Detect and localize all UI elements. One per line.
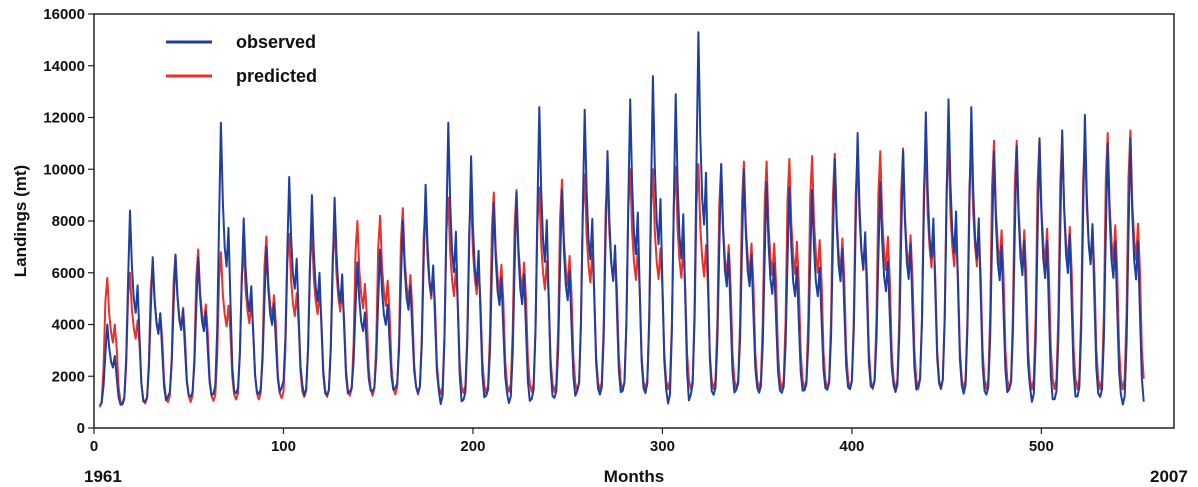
y-axis-title: Landings (mt)	[11, 165, 30, 277]
y-tick-label: 12000	[43, 110, 85, 127]
y-tick-label: 4000	[52, 317, 85, 334]
end-year-label: 2007	[1150, 467, 1188, 486]
y-tick-label: 10000	[43, 161, 85, 178]
x-tick-label: 300	[650, 438, 675, 455]
x-tick-label: 200	[460, 438, 485, 455]
y-tick-label: 14000	[43, 58, 85, 75]
x-axis-title: Months	[604, 467, 664, 486]
legend-label-observed: observed	[236, 32, 316, 52]
x-tick-label: 500	[1029, 438, 1054, 455]
x-tick-label: 0	[90, 438, 98, 455]
axes-layer: 0 2000 4000 6000 8000 10000 12000 14000 16000 0 10…	[43, 6, 1054, 455]
y-tick-label: 2000	[52, 368, 85, 385]
series-line-observed	[98, 31, 1145, 407]
series-layer	[98, 31, 1145, 408]
start-year-label: 1961	[84, 467, 122, 486]
legend: observed predicted	[166, 32, 317, 86]
y-tick-label: 6000	[52, 265, 85, 282]
y-tick-label: 8000	[52, 213, 85, 230]
x-tick-label: 400	[839, 438, 864, 455]
y-tick-label: 0	[77, 420, 85, 437]
y-tick-label: 16000	[43, 6, 85, 23]
x-tick-label: 100	[271, 438, 296, 455]
legend-label-predicted: predicted	[236, 66, 317, 86]
